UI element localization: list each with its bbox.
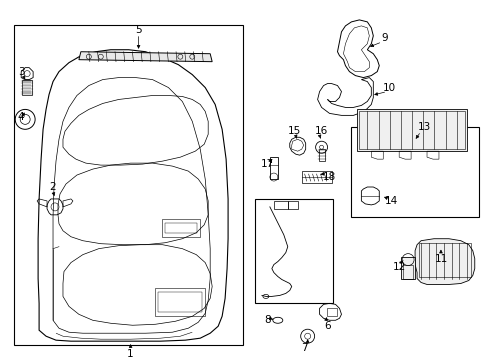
Bar [318, 149, 324, 161]
Text: 12: 12 [392, 262, 405, 271]
Bar [14, 25, 243, 345]
Text: 14: 14 [384, 196, 397, 206]
Text: 10: 10 [382, 82, 395, 93]
Bar [155, 288, 205, 316]
Polygon shape [79, 52, 212, 62]
Text: 6: 6 [324, 321, 330, 331]
Bar [162, 219, 200, 237]
Text: 15: 15 [287, 126, 301, 136]
Text: 9: 9 [380, 33, 387, 43]
Bar [273, 201, 287, 209]
Text: 2: 2 [50, 182, 56, 192]
Bar [301, 171, 331, 183]
Text: 4: 4 [18, 112, 24, 122]
Text: 13: 13 [417, 122, 430, 132]
Bar [158, 292, 202, 312]
Text: 3: 3 [18, 67, 24, 77]
Bar [287, 201, 297, 209]
Bar [359, 111, 464, 149]
Bar [400, 257, 414, 279]
Text: 11: 11 [433, 253, 447, 264]
Text: 17: 17 [261, 159, 274, 169]
Text: 7: 7 [301, 343, 307, 353]
Bar [269, 157, 277, 179]
Bar [165, 223, 197, 233]
Text: 16: 16 [314, 126, 327, 136]
Bar [418, 243, 470, 276]
Bar [254, 199, 332, 303]
Text: 1: 1 [127, 349, 134, 359]
Text: 18: 18 [322, 172, 335, 182]
Bar [351, 127, 478, 217]
Text: 5: 5 [135, 25, 142, 35]
Bar [326, 309, 336, 316]
Text: 8: 8 [264, 315, 271, 325]
Bar [22, 80, 32, 95]
Polygon shape [414, 239, 474, 284]
Bar [357, 109, 466, 151]
Bar [402, 265, 412, 279]
